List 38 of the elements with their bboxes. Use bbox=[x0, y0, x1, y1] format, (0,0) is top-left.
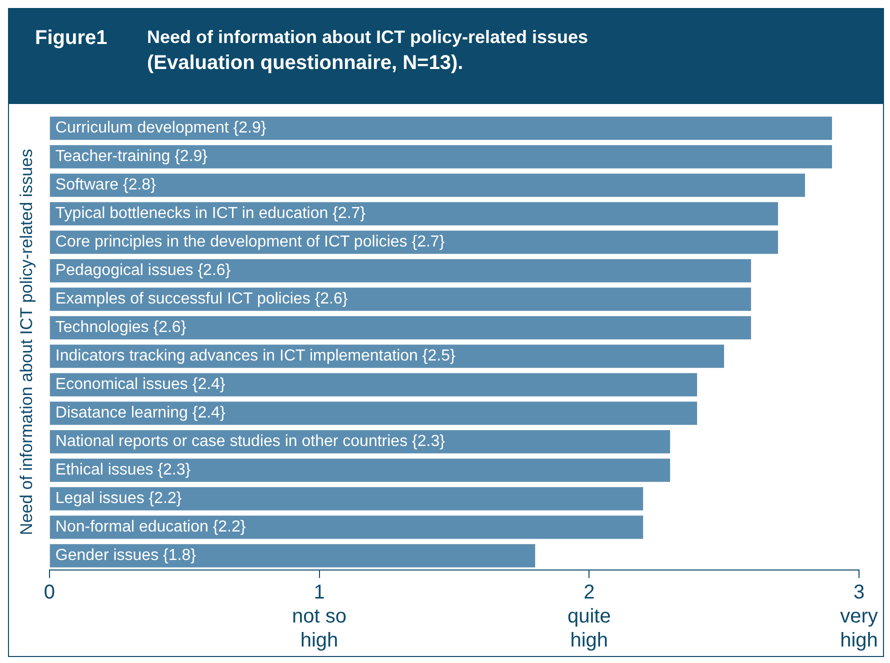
y-tick-label: Typical bottlenecks in ICT in education {2.7} bbox=[55, 205, 366, 222]
y-tick-label: Non-formal education {2.2} bbox=[55, 518, 246, 536]
y-tick-label: Legal issues {2.2} bbox=[55, 490, 182, 508]
bar bbox=[50, 458, 670, 482]
bar bbox=[50, 116, 832, 140]
y-tick-label: Teacher-training {2.9} bbox=[55, 148, 208, 166]
chart-title: Need of information about ICT policy-related issues bbox=[147, 27, 588, 48]
bar bbox=[50, 288, 752, 311]
bar bbox=[50, 487, 644, 510]
y-tick-label: Pedagogical issues {2.6} bbox=[55, 262, 232, 280]
y-tick-label: Ethical issues {2.3} bbox=[55, 462, 192, 479]
bar bbox=[50, 402, 698, 425]
y-tick-label: Indicators tracking advances in ICT implementation {2.5} bbox=[55, 348, 456, 365]
y-axis-title: Need of information about ICT policy-related issues bbox=[16, 148, 36, 536]
chart-subtitle: (Evaluation questionnaire, N=13). bbox=[147, 52, 464, 75]
bar bbox=[50, 174, 806, 197]
caption: Figure1 bbox=[35, 27, 108, 51]
bar bbox=[50, 373, 698, 396]
y-tick-label: Economical issues {2.4} bbox=[55, 376, 226, 394]
y-tick-label: Technologies {2.6} bbox=[55, 319, 187, 336]
bar bbox=[50, 230, 778, 254]
bar bbox=[50, 259, 752, 282]
y-tick-label: Software {2.8} bbox=[55, 176, 157, 194]
y-tick-label: Gender issues {1.8} bbox=[55, 547, 197, 564]
y-tick-label: Curriculum development {2.9} bbox=[55, 120, 267, 137]
bar bbox=[50, 202, 778, 226]
y-tick-label: Disatance learning {2.4} bbox=[55, 404, 226, 422]
y-tick-label: Examples of successful ICT policies {2.6} bbox=[55, 290, 348, 308]
x-tick-label: 3 very high bbox=[840, 582, 878, 652]
x-tick-label: 0 bbox=[44, 582, 55, 604]
y-tick-label: Core principles in the development of ICT policies {2.7} bbox=[55, 234, 446, 251]
y-tick-label: National reports or case studies in other countries {2.3} bbox=[55, 433, 446, 450]
x-tick-label: 2 quite high bbox=[567, 582, 611, 652]
x-tick-label: 1 not so high bbox=[292, 582, 347, 652]
bar bbox=[50, 145, 832, 168]
bar bbox=[50, 544, 536, 568]
bar bbox=[50, 516, 644, 539]
bar bbox=[50, 316, 752, 340]
